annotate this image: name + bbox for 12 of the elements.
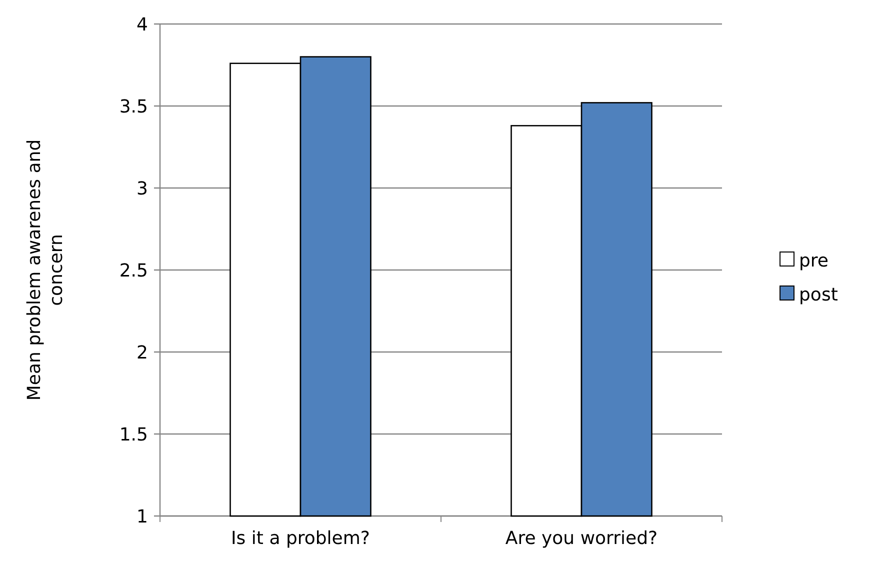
x-tick-label: Are you worried?	[505, 528, 658, 549]
y-tick-label: 1	[136, 506, 148, 528]
legend-label: pre	[799, 250, 829, 272]
y-tick-label: 1.5	[119, 424, 148, 446]
y-tick-label: 4	[136, 14, 148, 36]
y-axis-title: Mean problem awarenes and concern	[24, 139, 67, 401]
y-tick-label: 3.5	[119, 96, 148, 118]
y-tick-label: 2.5	[119, 260, 148, 282]
legend-label: post	[799, 284, 838, 306]
y-tick-label: 3	[136, 178, 148, 200]
x-tick-label: Is it a problem?	[231, 528, 370, 549]
y-tick-label: 2	[136, 342, 148, 364]
